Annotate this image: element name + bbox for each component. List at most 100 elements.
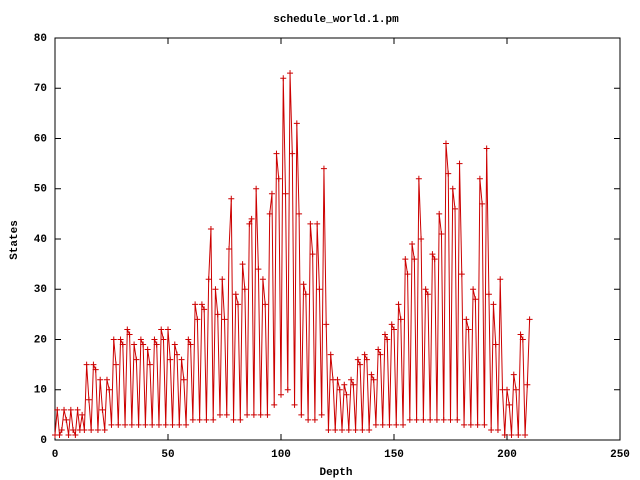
data-point (203, 416, 210, 423)
data-point (332, 426, 339, 433)
data-point (354, 356, 361, 363)
data-point (293, 120, 300, 127)
data-point (97, 376, 104, 383)
data-point (463, 316, 470, 323)
data-point (65, 431, 72, 438)
data-point (305, 416, 312, 423)
data-point (320, 165, 327, 172)
data-point (519, 336, 526, 343)
data-point (377, 351, 384, 358)
data-point (135, 421, 142, 428)
data-point (431, 256, 438, 263)
data-point (409, 241, 416, 248)
data-point (366, 426, 373, 433)
x-tick-label: 250 (610, 449, 630, 461)
data-point (142, 421, 149, 428)
data-point (452, 205, 459, 212)
data-point (207, 225, 214, 232)
data-point (280, 75, 287, 82)
data-point (228, 195, 235, 202)
data-point (325, 426, 332, 433)
data-point (180, 376, 187, 383)
data-point (461, 421, 468, 428)
y-tick-label: 40 (34, 234, 47, 246)
data-point (94, 426, 101, 433)
data-point (189, 416, 196, 423)
y-tick-label: 60 (34, 133, 47, 145)
data-point (336, 386, 343, 393)
data-point (282, 190, 289, 197)
data-point (438, 230, 445, 237)
data-point (271, 401, 278, 408)
data-point (485, 291, 492, 298)
data-point (205, 276, 212, 283)
y-tick-label: 80 (34, 33, 47, 45)
data-point (456, 160, 463, 167)
data-point (54, 406, 61, 413)
y-tick-label: 70 (34, 83, 47, 95)
data-point (115, 421, 122, 428)
data-point (101, 426, 108, 433)
data-point (128, 421, 135, 428)
data-point (494, 426, 501, 433)
data-point (501, 431, 508, 438)
data-point (427, 416, 434, 423)
data-point (153, 341, 160, 348)
data-point (158, 326, 165, 333)
data-point (393, 421, 400, 428)
data-point (119, 341, 126, 348)
data-point (318, 411, 325, 418)
data-point (361, 351, 368, 358)
data-point (357, 361, 364, 368)
x-tick-label: 100 (271, 449, 291, 461)
data-point (212, 286, 219, 293)
data-point (210, 416, 217, 423)
data-point (515, 431, 522, 438)
data-point (395, 301, 402, 308)
data-point (397, 316, 404, 323)
data-point (167, 356, 174, 363)
data-point (422, 286, 429, 293)
data-point (61, 406, 68, 413)
data-point (122, 421, 129, 428)
data-point (372, 421, 379, 428)
data-point (171, 341, 178, 348)
data-point (370, 376, 377, 383)
data-point (476, 175, 483, 182)
data-point (352, 426, 359, 433)
data-point (381, 331, 388, 338)
data-point (192, 301, 199, 308)
data-point (124, 326, 131, 333)
data-point (311, 416, 318, 423)
data-point (348, 376, 355, 383)
data-point (268, 190, 275, 197)
data-point (384, 336, 391, 343)
y-tick-label: 50 (34, 184, 47, 196)
data-point (479, 200, 486, 207)
data-point (155, 421, 162, 428)
data-point (504, 386, 510, 393)
data-point (406, 416, 413, 423)
data-point (418, 236, 425, 242)
data-point (178, 356, 185, 363)
data-point (185, 336, 192, 343)
data-point (508, 431, 515, 438)
data-point (400, 421, 407, 428)
data-point (526, 316, 533, 323)
data-point (415, 175, 422, 182)
data-point (92, 366, 99, 373)
data-point (165, 326, 171, 333)
data-point (517, 331, 524, 338)
data-point (472, 296, 479, 303)
data-point (160, 336, 167, 343)
data-point (368, 371, 375, 378)
data-point (140, 341, 147, 348)
data-point (316, 286, 323, 293)
y-axis-label: States (9, 220, 21, 260)
data-point (375, 346, 382, 353)
data-point (287, 70, 294, 77)
data-point (246, 220, 253, 227)
data-point (113, 361, 120, 368)
x-tick-label: 200 (497, 449, 517, 461)
